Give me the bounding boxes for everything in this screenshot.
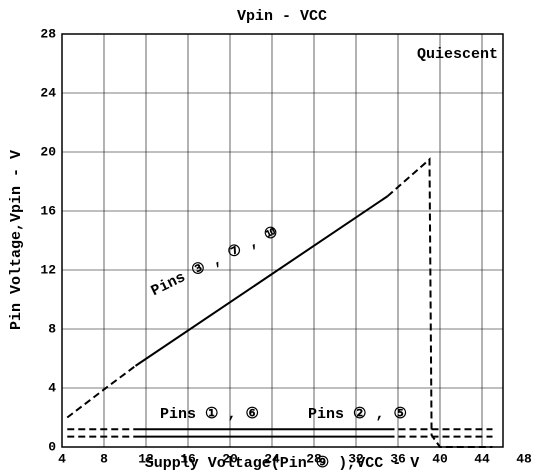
x-tick-label: 8 <box>100 451 108 466</box>
x-tick-label: 28 <box>306 451 322 466</box>
annotation: Quiescent <box>417 46 498 63</box>
y-tick-label: 20 <box>40 144 56 159</box>
y-tick-label: 28 <box>40 26 56 41</box>
x-tick-label: 48 <box>516 451 532 466</box>
x-tick-label: 36 <box>390 451 406 466</box>
y-tick-label: 16 <box>40 203 56 218</box>
x-tick-label: 16 <box>180 451 196 466</box>
x-tick-label: 12 <box>138 451 154 466</box>
annotation: Pins ② , ⑤ <box>308 406 407 423</box>
line-series <box>134 195 389 367</box>
y-tick-label: 8 <box>48 321 56 336</box>
y-tick-label: 0 <box>48 439 56 454</box>
y-axis-label: Pin Voltage,Vpin - V <box>8 150 25 330</box>
x-tick-label: 24 <box>264 451 280 466</box>
y-tick-label: 12 <box>40 262 56 277</box>
x-tick-label: 20 <box>222 451 238 466</box>
line-series <box>66 365 137 419</box>
y-tick-label: 4 <box>48 380 56 395</box>
x-tick-label: 4 <box>58 451 66 466</box>
plot-frame <box>61 33 504 448</box>
x-axis-label: Supply Voltage(Pin ⑨ ),VCC - V <box>145 455 420 472</box>
annotation: Pins ③ , ⑦ , ⑩ <box>148 224 281 300</box>
chart-title: Vpin - VCC <box>237 8 327 25</box>
line-series <box>386 157 493 448</box>
y-tick-label: 24 <box>40 85 56 100</box>
x-tick-label: 32 <box>348 451 364 466</box>
annotation: Pins ① , ⑥ <box>160 406 259 423</box>
x-tick-label: 44 <box>474 451 490 466</box>
x-tick-label: 40 <box>432 451 448 466</box>
